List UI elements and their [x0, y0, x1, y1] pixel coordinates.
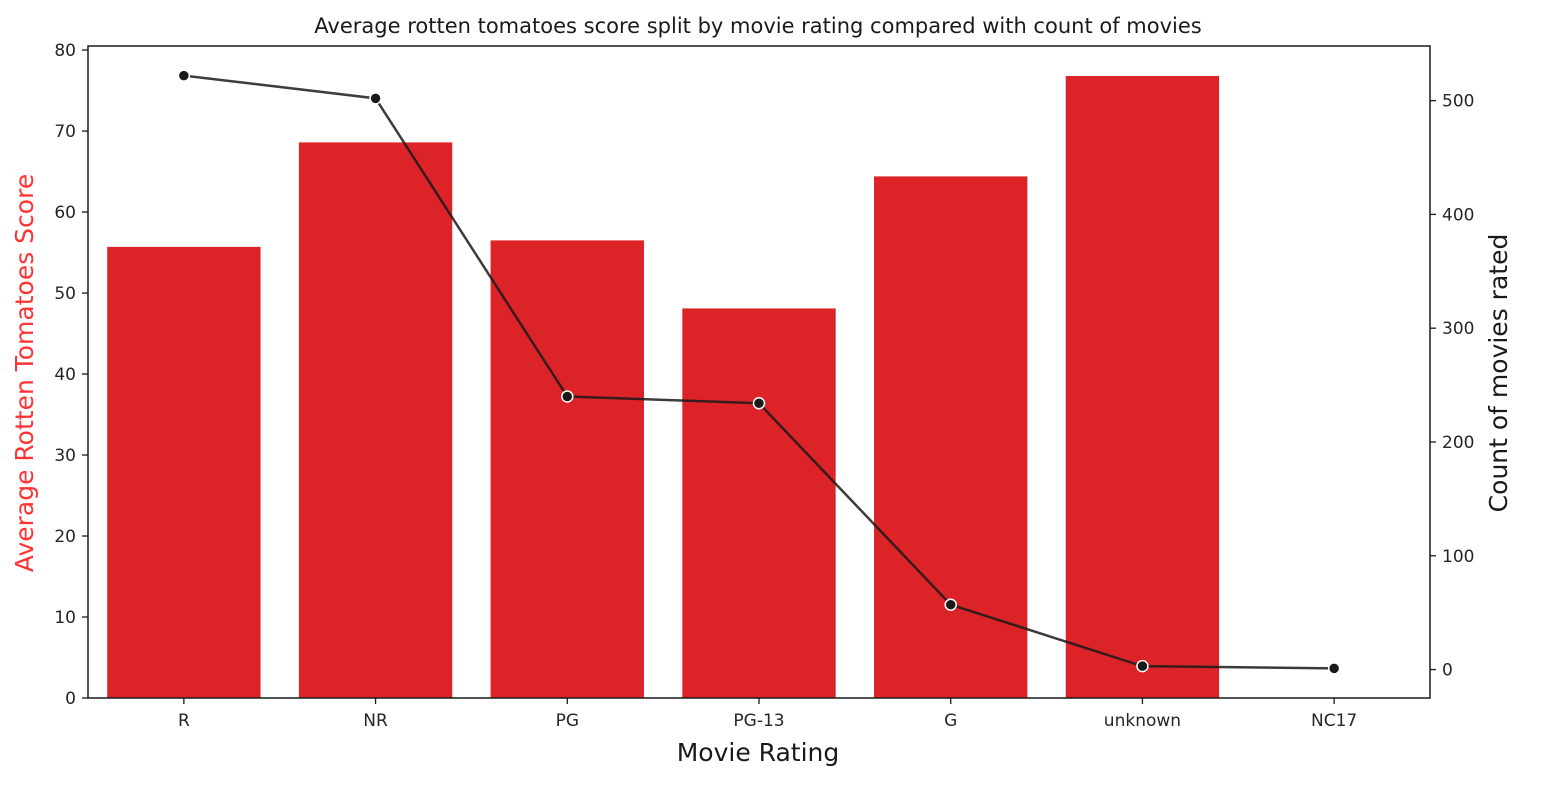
bar-r — [107, 246, 261, 698]
count-point-pg — [561, 390, 574, 403]
left-tick-label: 70 — [54, 122, 76, 142]
left-axis-label: Average Rotten Tomatoes Score — [10, 174, 39, 572]
right-tick-label: 400 — [1442, 205, 1474, 225]
left-tick-label: 60 — [54, 203, 76, 223]
count-point-r — [177, 69, 191, 82]
left-axis: 0 10 20 30 40 50 60 70 80 — [54, 41, 88, 709]
right-tick-label: 300 — [1442, 319, 1474, 339]
x-tick-label: PG — [556, 711, 579, 731]
left-tick-label: 50 — [54, 284, 76, 304]
x-tick-label: R — [178, 711, 190, 731]
bar-nr — [298, 142, 453, 698]
x-tick-label: NR — [363, 711, 388, 731]
line-series — [177, 69, 1341, 675]
left-tick-label: 0 — [65, 689, 76, 709]
left-tick-label: 10 — [54, 608, 76, 628]
right-axis-label: Count of movies rated — [1484, 234, 1513, 513]
x-tick-label: NC17 — [1311, 711, 1357, 731]
left-tick-label: 30 — [54, 446, 76, 466]
bar-series — [107, 75, 1220, 699]
right-tick-label: 100 — [1442, 547, 1474, 567]
count-point-nr — [369, 92, 382, 105]
bar-unknown — [1065, 75, 1220, 698]
left-tick-label: 40 — [54, 365, 76, 385]
x-axis-label: Movie Rating — [677, 738, 840, 767]
right-tick-label: 200 — [1442, 433, 1474, 453]
count-point-nc17 — [1327, 662, 1341, 675]
left-tick-label: 20 — [54, 527, 76, 547]
count-point-g — [944, 598, 957, 611]
left-tick-label: 80 — [54, 41, 76, 61]
bar-pg-13 — [682, 308, 836, 698]
right-axis: 0 100 200 300 400 500 — [1430, 92, 1474, 681]
right-tick-label: 0 — [1442, 661, 1453, 681]
x-tick-label: PG-13 — [733, 711, 784, 731]
x-tick-label: unknown — [1104, 711, 1181, 731]
right-tick-label: 500 — [1442, 92, 1474, 112]
bar-pg — [490, 240, 644, 699]
bar-g — [874, 176, 1028, 698]
count-point-unknown — [1136, 659, 1149, 673]
x-tick-label: G — [944, 711, 957, 731]
chart-title: Average rotten tomatoes score split by m… — [314, 14, 1201, 38]
count-point-pg-13 — [752, 397, 766, 410]
